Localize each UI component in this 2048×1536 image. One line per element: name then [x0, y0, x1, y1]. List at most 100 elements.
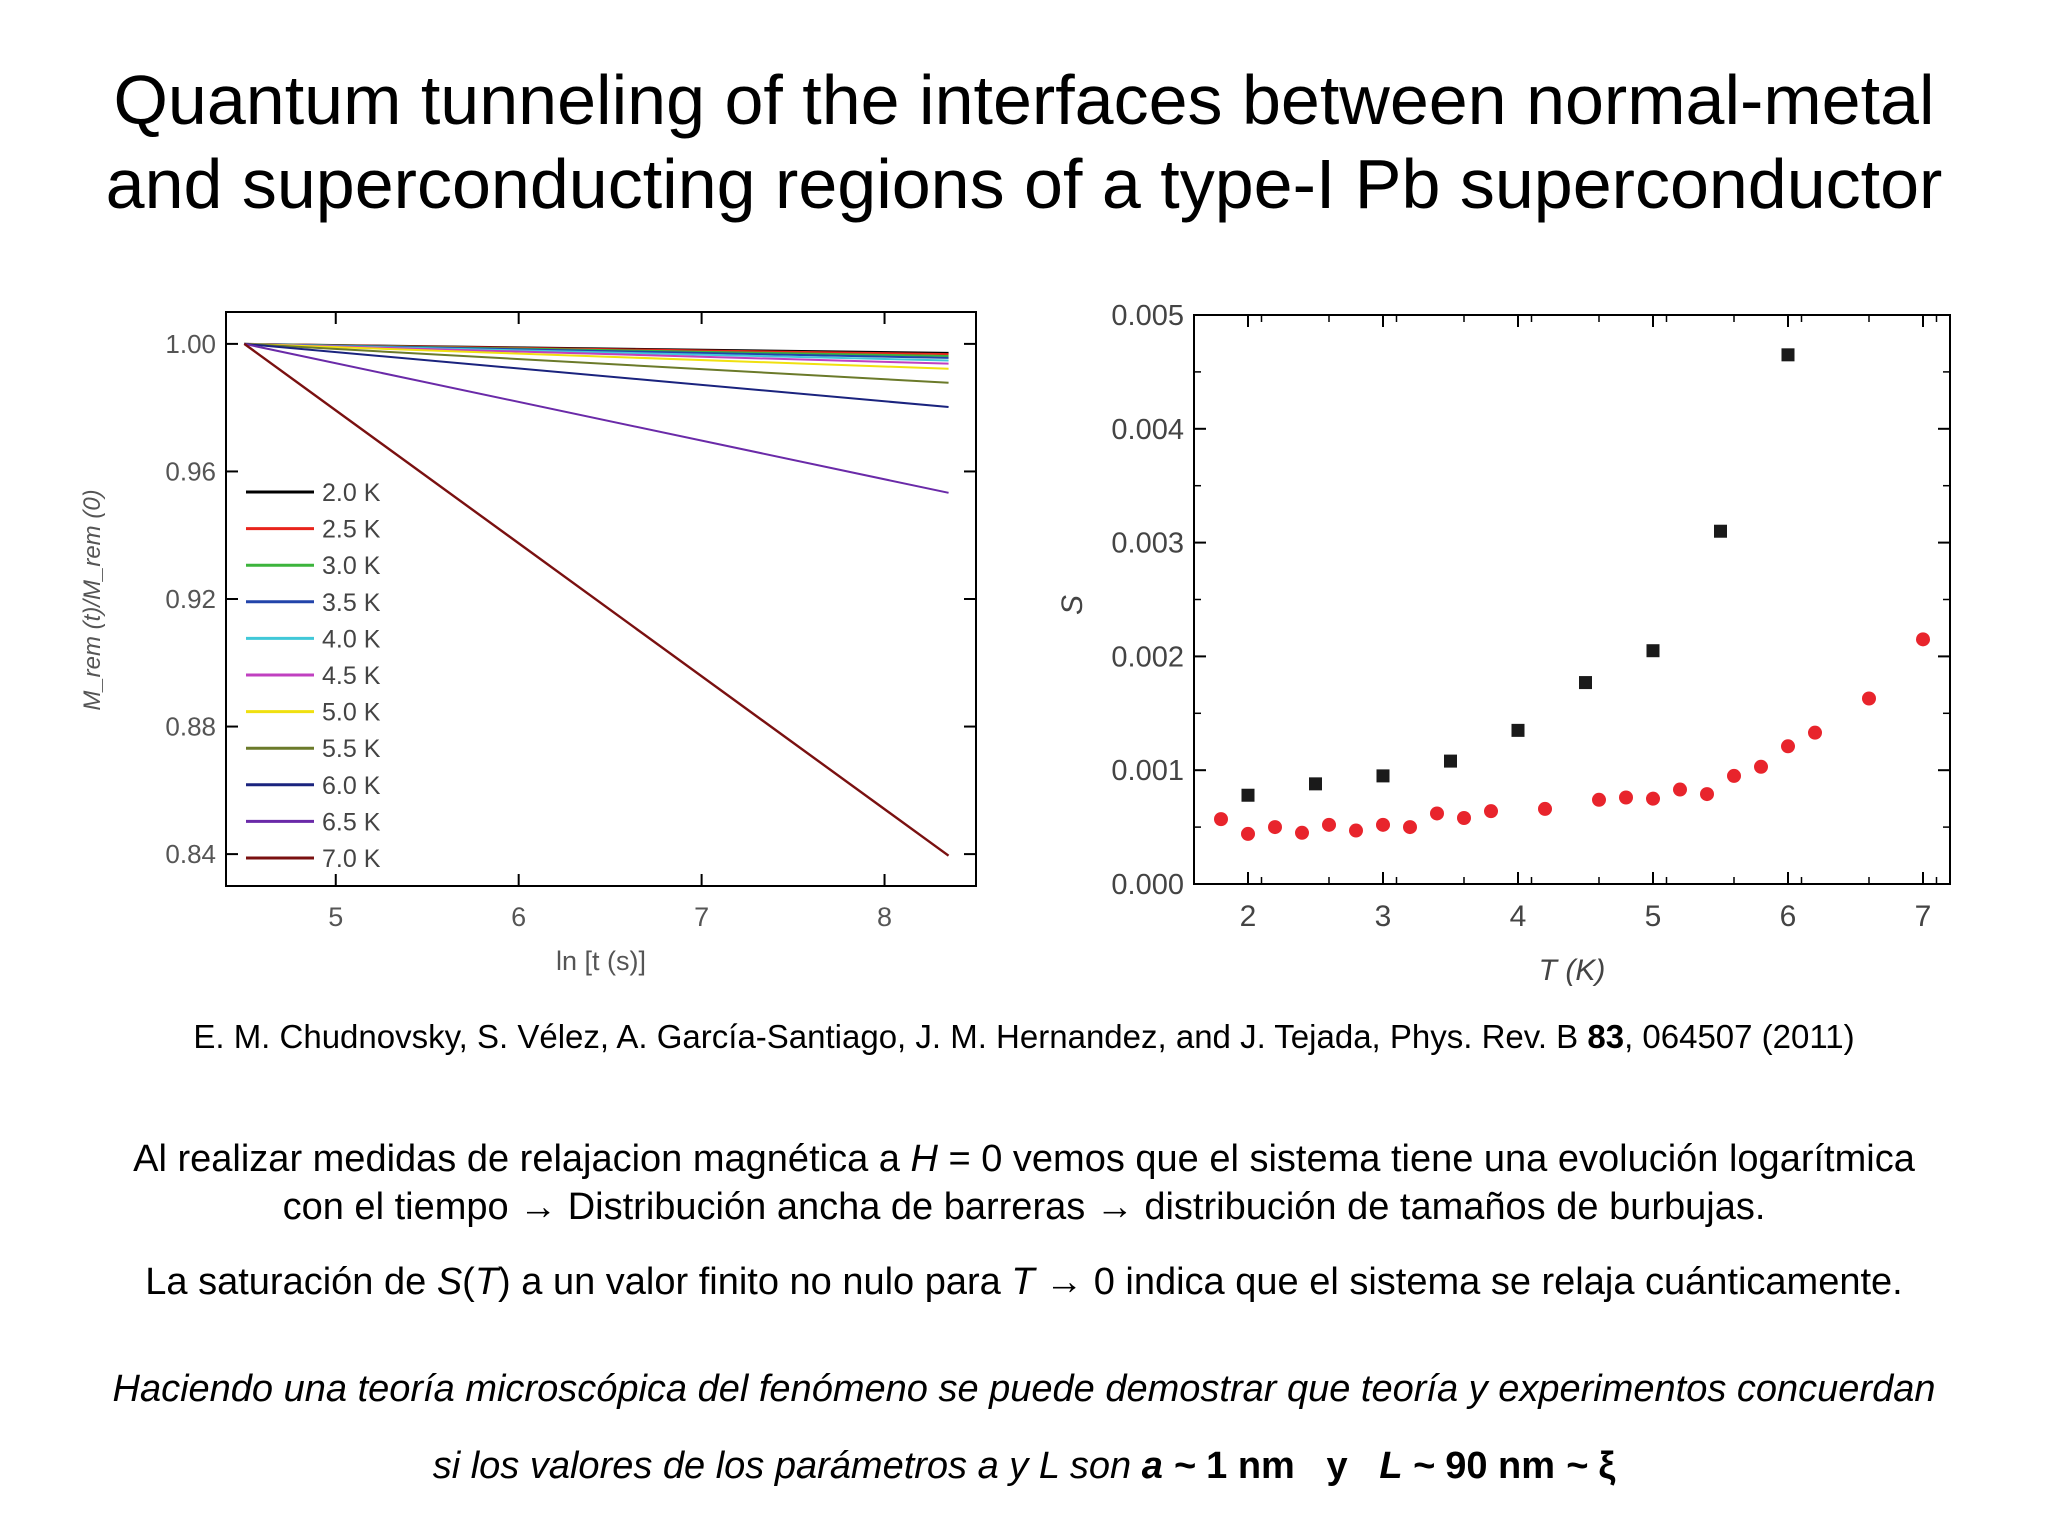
y-tick-label: 0.001: [1111, 755, 1184, 787]
title-line-2: and superconducting regions of a type-I …: [105, 145, 1943, 223]
text-fragment: ~: [1555, 1445, 1599, 1487]
circle-point: [1592, 792, 1606, 807]
reference-volume: 83: [1587, 1018, 1625, 1055]
circle-point: [1403, 820, 1417, 835]
x-tick-label: 6: [1780, 900, 1797, 933]
legend-label: 5.5 K: [322, 735, 381, 763]
text-fragment: La saturación de: [145, 1261, 437, 1303]
x-tick-label: 4: [1510, 900, 1527, 933]
square-point: [1579, 676, 1592, 690]
legend-label: 2.0 K: [322, 479, 381, 507]
text-fragment: ξ: [1598, 1445, 1616, 1487]
square-point: [1646, 644, 1660, 658]
x-tick-label: 7: [694, 902, 709, 932]
text-fragment: si los valores de los parámetros a y L s…: [432, 1445, 1142, 1487]
y-axis-label: M_rem (t)/M_rem (0): [79, 489, 106, 710]
circle-point: [1484, 804, 1498, 819]
text-fragment: T: [474, 1261, 499, 1303]
text-fragment: ) a un valor finito no nulo para: [498, 1261, 1012, 1303]
circle-point: [1322, 817, 1336, 832]
text-fragment: Al realizar medidas de relajacion magnét…: [133, 1138, 911, 1180]
circle-point: [1754, 759, 1768, 774]
legend-label: 6.0 K: [322, 772, 381, 800]
y-tick-label: 0.003: [1111, 528, 1184, 560]
page-title: Quantum tunneling of the interfaces betw…: [0, 58, 2048, 226]
relaxation-chart: 5 6 7 8 0.84 0.88 0.92 0.96 1.00 2.0 K 2.5 K 3.0 K…: [79, 311, 977, 976]
x-tick-label: 5: [328, 902, 343, 932]
text-fragment: 1 nm: [1206, 1445, 1295, 1487]
text-fragment: H: [910, 1138, 938, 1180]
y-tick-label: 0.92: [165, 584, 216, 614]
square-point: [1241, 788, 1255, 802]
text-fragment: T: [1011, 1261, 1035, 1303]
paragraph-saturation: La saturación de S(T) a un valor finito …: [30, 1258, 2018, 1306]
legend-label: 2.5 K: [322, 516, 381, 544]
x-tick-label: 8: [877, 902, 892, 932]
x-axis-label: T (K): [1539, 954, 1606, 987]
square-point: [1511, 723, 1525, 737]
text-fragment: S: [436, 1261, 463, 1303]
circle-point: [1268, 820, 1282, 835]
x-axis-label: ln [t (s)]: [556, 946, 646, 976]
circle-point: [1241, 826, 1255, 841]
circle-point: [1538, 801, 1552, 816]
axis-ticks: 2 3 4 5 6 7 0.000 0.001 0.002 0.003 0.004 0.005: [1111, 300, 1950, 933]
y-axis-label: S: [1056, 595, 1089, 615]
y-tick-label: 0.005: [1111, 300, 1184, 332]
legend-label: 4.5 K: [322, 662, 381, 690]
paragraph-theory: Haciendo una teoría microscópica del fen…: [112, 1368, 1936, 1410]
circle-point: [1727, 768, 1741, 783]
legend-label: 4.0 K: [322, 625, 381, 653]
circle-point: [1295, 825, 1309, 840]
square-point: [1444, 754, 1457, 768]
series-line: [244, 342, 949, 370]
reference-pages: , 064507 (2011): [1624, 1018, 1855, 1055]
circle-point: [1457, 810, 1471, 825]
y-tick-label: 0.84: [165, 839, 216, 869]
circle-point: [1619, 790, 1633, 805]
text-fragment: con el tiempo → Distribución ancha de ba…: [282, 1186, 1766, 1228]
series-line: [244, 342, 949, 409]
y-tick-label: 0.000: [1111, 869, 1184, 901]
series-line: [244, 342, 949, 384]
circle-point: [1646, 791, 1660, 806]
legend: 2.0 K 2.5 K 3.0 K 3.5 K 4.0 K 4.5 K 5.0 K 5.5 K…: [246, 479, 381, 873]
series-line: [243, 342, 950, 857]
circle-point: [1700, 787, 1714, 802]
legend-label: 6.5 K: [322, 808, 381, 836]
circle-point: [1430, 806, 1444, 821]
circle-point: [1673, 782, 1687, 797]
text-fragment: a: [1141, 1445, 1163, 1487]
circle-point: [1781, 739, 1795, 754]
circle-point: [1916, 632, 1930, 647]
text-fragment: 90 nm: [1445, 1445, 1556, 1487]
x-tick-label: 7: [1915, 900, 1932, 933]
text-fragment: ~: [1401, 1445, 1446, 1487]
reference-authors: E. M. Chudnovsky, S. Vélez, A. García-Sa…: [193, 1018, 1588, 1055]
y-tick-label: 0.96: [165, 456, 216, 486]
legend-label: 3.0 K: [322, 552, 381, 580]
paragraph-relaxation: Al realizar medidas de relajacion magnét…: [30, 1135, 2018, 1231]
text-fragment: y: [1326, 1445, 1348, 1487]
square-point: [1781, 348, 1795, 362]
circle-point: [1808, 725, 1822, 740]
x-tick-label: 2: [1240, 900, 1257, 933]
square-point: [1376, 769, 1390, 783]
title-line-1: Quantum tunneling of the interfaces betw…: [113, 61, 1935, 139]
viscosity-chart: 2 3 4 5 6 7 0.000 0.001 0.002 0.003 0.004 0.005 T (…: [1056, 300, 1951, 987]
x-tick-label: 5: [1645, 900, 1662, 933]
y-tick-label: 1.00: [165, 329, 216, 359]
data-points: [1214, 348, 1930, 841]
y-tick-label: 0.88: [165, 712, 216, 742]
text-fragment: = 0 vemos que el sistema tiene una evolu…: [937, 1138, 1915, 1180]
text-fragment: → 0 indica que el sistema se relaja cuán…: [1034, 1261, 1903, 1303]
circle-point: [1349, 823, 1363, 838]
circle-point: [1214, 812, 1228, 827]
reference-citation: E. M. Chudnovsky, S. Vélez, A. García-Sa…: [0, 1015, 2048, 1059]
square-point: [1309, 777, 1322, 791]
text-fragment: (: [462, 1261, 475, 1303]
y-tick-label: 0.004: [1111, 414, 1184, 446]
plot-frame: [1193, 314, 1951, 885]
y-tick-label: 0.002: [1111, 641, 1184, 673]
legend-label: 7.0 K: [322, 845, 381, 873]
